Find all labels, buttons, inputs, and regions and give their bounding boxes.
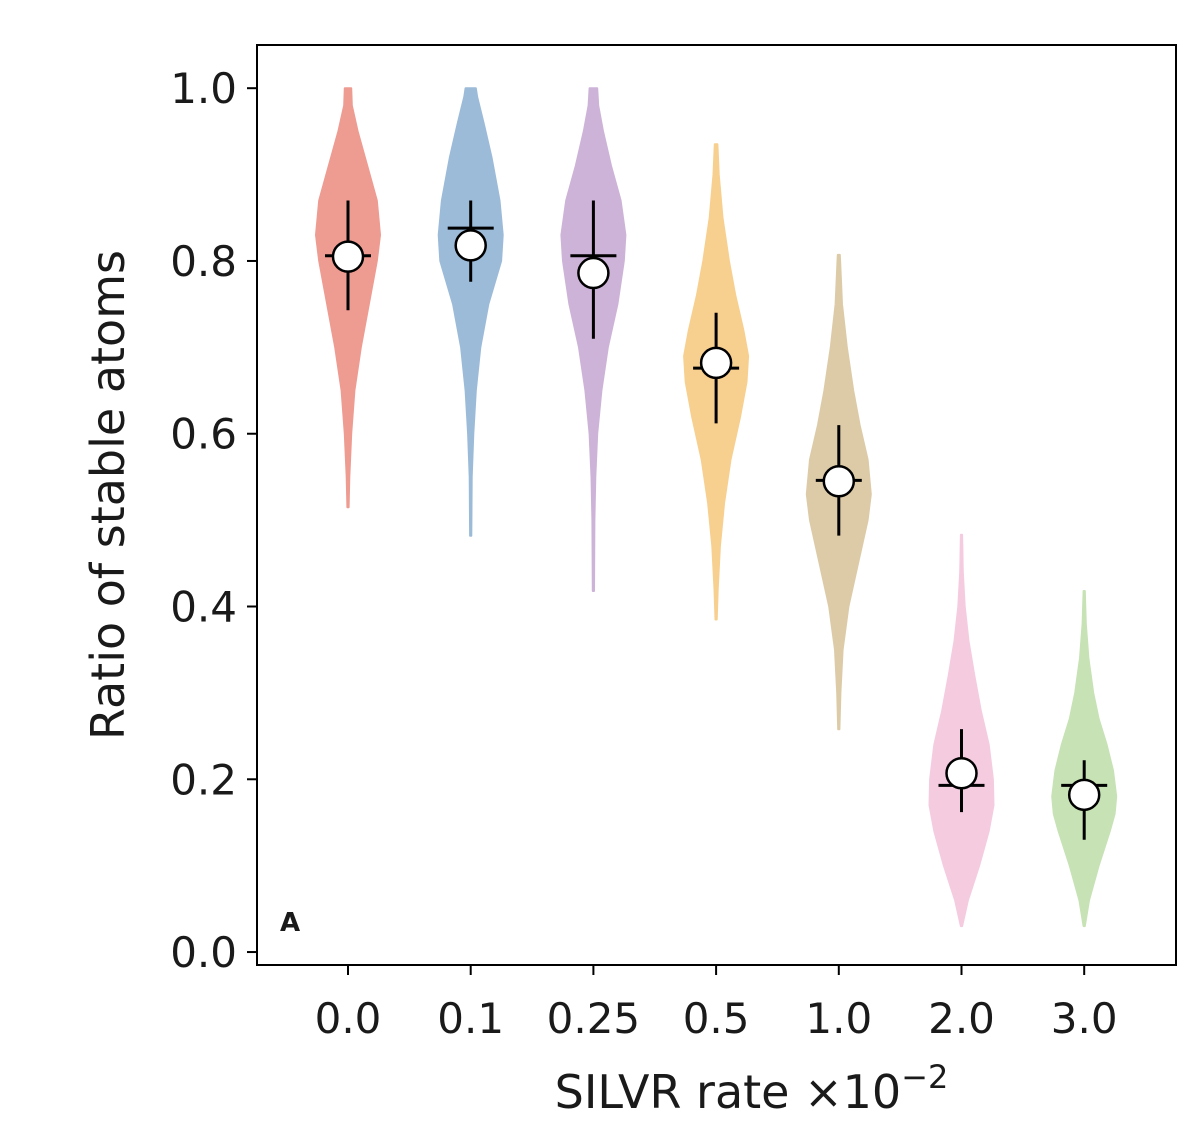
x-tick-label: 1.0 [805, 994, 872, 1043]
y-tick-label: 1.0 [170, 64, 237, 113]
y-tick-label: 0.0 [170, 928, 237, 977]
y-tick-label: 0.2 [170, 755, 237, 804]
summary-marker-layer [325, 200, 1108, 840]
x-axis-title: SILVR rate ×10−2 [555, 1058, 949, 1119]
x-tick-label: 0.1 [437, 994, 504, 1043]
violin-3-0 [1051, 590, 1118, 928]
panel-label: A [280, 908, 300, 938]
x-tick-label: 0.25 [547, 994, 641, 1043]
y-tick-label: 0.6 [170, 410, 237, 459]
y-tick-label: 0.4 [170, 583, 237, 632]
mean-marker-3-0 [1067, 778, 1101, 812]
mean-marker-2-0 [945, 756, 978, 790]
x-axis-title-exponent: −2 [901, 1058, 948, 1096]
x-tick-label: 3.0 [1051, 994, 1118, 1043]
mean-marker-0-0 [331, 240, 365, 273]
y-axis-title: Ratio of stable atoms [81, 250, 135, 740]
x-tick-label: 2.0 [928, 994, 995, 1043]
mean-marker-0-5 [699, 346, 733, 380]
y-tick-label: 0.8 [170, 237, 237, 286]
mean-marker-1-0 [822, 464, 856, 498]
violin-layer [315, 87, 1118, 928]
x-tick-label: 0.5 [683, 994, 750, 1043]
y-axis: 0.0 0.2 0.4 0.6 0.8 1.0 [170, 64, 257, 977]
x-axis-title-text: SILVR rate ×10 [555, 1065, 902, 1119]
x-tick-label: 0.0 [315, 994, 382, 1043]
violin-0-1 [437, 87, 504, 537]
violin-0-25 [560, 87, 627, 592]
mean-marker-0-1 [454, 229, 487, 262]
mean-marker-0-25 [577, 256, 610, 290]
x-axis: 0.0 0.1 0.25 0.5 1.0 2.0 3.0 [315, 965, 1118, 1043]
